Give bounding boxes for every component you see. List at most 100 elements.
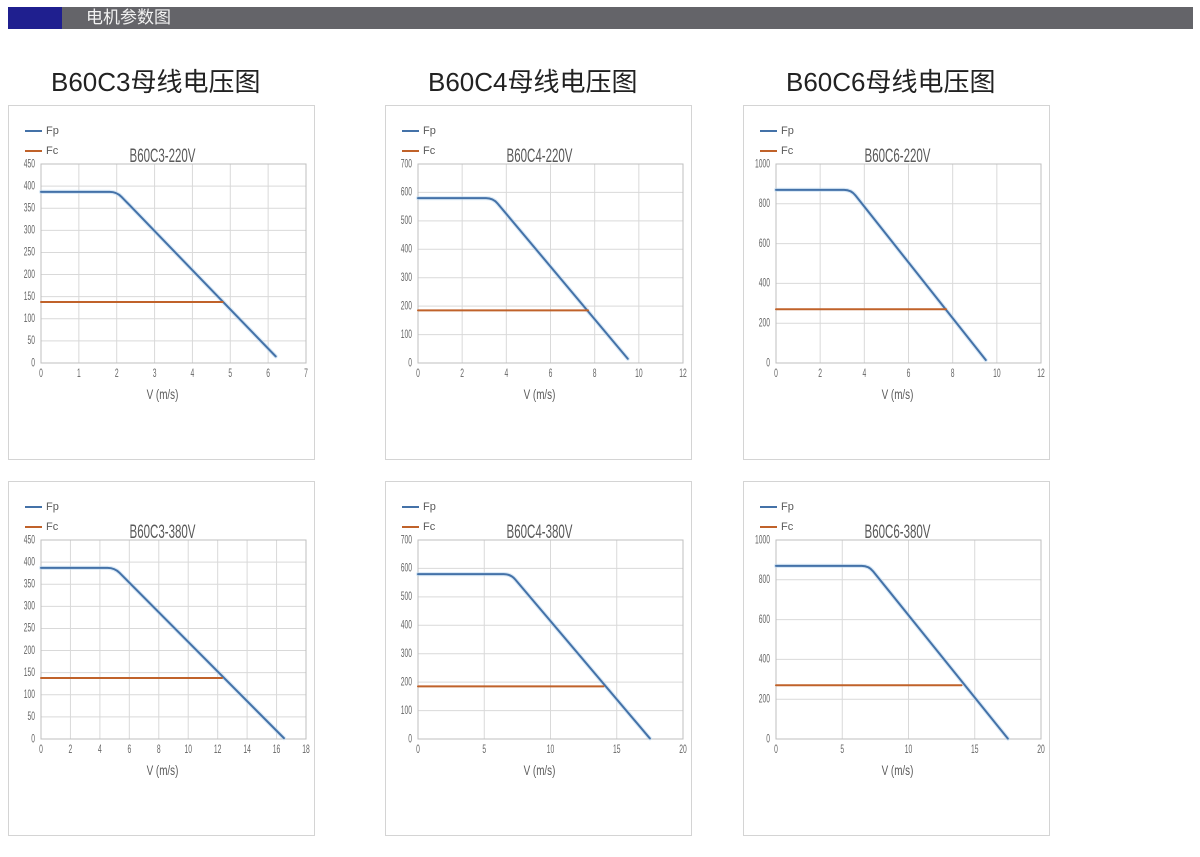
svg-text:700: 700	[401, 532, 412, 546]
svg-text:350: 350	[24, 577, 35, 591]
svg-text:200: 200	[401, 298, 412, 312]
svg-text:6: 6	[549, 366, 553, 380]
svg-text:2: 2	[115, 366, 119, 380]
svg-text:3: 3	[153, 366, 157, 380]
svg-text:200: 200	[759, 316, 770, 330]
svg-text:6: 6	[127, 742, 131, 756]
svg-text:100: 100	[24, 311, 35, 325]
svg-text:16: 16	[273, 742, 281, 756]
svg-text:10: 10	[635, 366, 643, 380]
svg-text:5: 5	[228, 366, 232, 380]
svg-text:V (m/s): V (m/s)	[524, 763, 556, 778]
svg-text:15: 15	[971, 742, 979, 756]
svg-text:V (m/s): V (m/s)	[882, 763, 914, 778]
svg-text:20: 20	[1037, 742, 1045, 756]
svg-text:V (m/s): V (m/s)	[882, 387, 914, 402]
svg-text:5: 5	[840, 742, 844, 756]
svg-text:300: 300	[401, 646, 412, 660]
svg-text:300: 300	[24, 599, 35, 613]
svg-text:400: 400	[401, 242, 412, 256]
svg-text:B60C4-380V: B60C4-380V	[507, 524, 573, 543]
svg-text:500: 500	[401, 589, 412, 603]
svg-text:150: 150	[24, 665, 35, 679]
svg-text:400: 400	[759, 276, 770, 290]
svg-text:8: 8	[593, 366, 597, 380]
svg-text:2: 2	[460, 366, 464, 380]
svg-text:100: 100	[401, 703, 412, 717]
svg-text:200: 200	[24, 643, 35, 657]
svg-text:0: 0	[416, 742, 420, 756]
svg-text:B60C3-380V: B60C3-380V	[130, 524, 196, 543]
svg-text:7: 7	[304, 366, 308, 380]
svg-text:4: 4	[504, 366, 508, 380]
svg-text:600: 600	[759, 612, 770, 626]
svg-text:12: 12	[679, 366, 687, 380]
svg-text:400: 400	[24, 554, 35, 568]
svg-text:14: 14	[243, 742, 251, 756]
svg-text:400: 400	[24, 178, 35, 192]
svg-text:4: 4	[862, 366, 866, 380]
svg-text:450: 450	[24, 532, 35, 546]
svg-text:0: 0	[408, 731, 412, 745]
svg-text:0: 0	[408, 355, 412, 369]
svg-text:0: 0	[31, 355, 35, 369]
svg-text:300: 300	[24, 223, 35, 237]
svg-text:8: 8	[951, 366, 955, 380]
svg-text:100: 100	[24, 687, 35, 701]
svg-text:200: 200	[401, 674, 412, 688]
svg-text:B60C4-220V: B60C4-220V	[507, 148, 573, 167]
svg-text:1: 1	[77, 366, 81, 380]
svg-text:4: 4	[191, 366, 195, 380]
svg-text:250: 250	[24, 245, 35, 259]
svg-text:400: 400	[401, 618, 412, 632]
svg-text:6: 6	[266, 366, 270, 380]
svg-text:0: 0	[774, 366, 778, 380]
svg-text:500: 500	[401, 213, 412, 227]
svg-text:100: 100	[401, 327, 412, 341]
svg-text:12: 12	[214, 742, 222, 756]
svg-text:8: 8	[157, 742, 161, 756]
svg-text:1000: 1000	[755, 156, 770, 170]
svg-text:15: 15	[613, 742, 621, 756]
svg-text:0: 0	[416, 366, 420, 380]
svg-text:10: 10	[993, 366, 1001, 380]
svg-text:600: 600	[759, 236, 770, 250]
svg-text:10: 10	[184, 742, 192, 756]
svg-text:250: 250	[24, 621, 35, 635]
svg-text:0: 0	[39, 742, 43, 756]
svg-text:600: 600	[401, 185, 412, 199]
svg-text:18: 18	[302, 742, 310, 756]
svg-text:2: 2	[818, 366, 822, 380]
svg-text:B60C6-380V: B60C6-380V	[865, 524, 931, 543]
svg-text:10: 10	[905, 742, 913, 756]
svg-text:800: 800	[759, 572, 770, 586]
svg-text:600: 600	[401, 561, 412, 575]
svg-text:700: 700	[401, 156, 412, 170]
svg-text:6: 6	[907, 366, 911, 380]
svg-text:V (m/s): V (m/s)	[147, 387, 179, 402]
svg-text:2: 2	[69, 742, 73, 756]
svg-text:5: 5	[482, 742, 486, 756]
svg-text:10: 10	[547, 742, 555, 756]
svg-text:0: 0	[766, 355, 770, 369]
svg-text:150: 150	[24, 289, 35, 303]
svg-text:0: 0	[774, 742, 778, 756]
svg-text:200: 200	[24, 267, 35, 281]
svg-text:800: 800	[759, 196, 770, 210]
svg-text:0: 0	[31, 731, 35, 745]
svg-text:B60C3-220V: B60C3-220V	[130, 148, 196, 167]
svg-text:20: 20	[679, 742, 687, 756]
svg-text:12: 12	[1037, 366, 1045, 380]
svg-text:200: 200	[759, 692, 770, 706]
svg-text:50: 50	[27, 333, 35, 347]
svg-text:50: 50	[27, 709, 35, 723]
svg-text:350: 350	[24, 201, 35, 215]
svg-text:V (m/s): V (m/s)	[147, 763, 179, 778]
svg-text:300: 300	[401, 270, 412, 284]
svg-text:B60C6-220V: B60C6-220V	[865, 148, 931, 167]
svg-text:4: 4	[98, 742, 102, 756]
svg-text:1000: 1000	[755, 532, 770, 546]
svg-text:0: 0	[39, 366, 43, 380]
svg-text:450: 450	[24, 156, 35, 170]
svg-text:V (m/s): V (m/s)	[524, 387, 556, 402]
